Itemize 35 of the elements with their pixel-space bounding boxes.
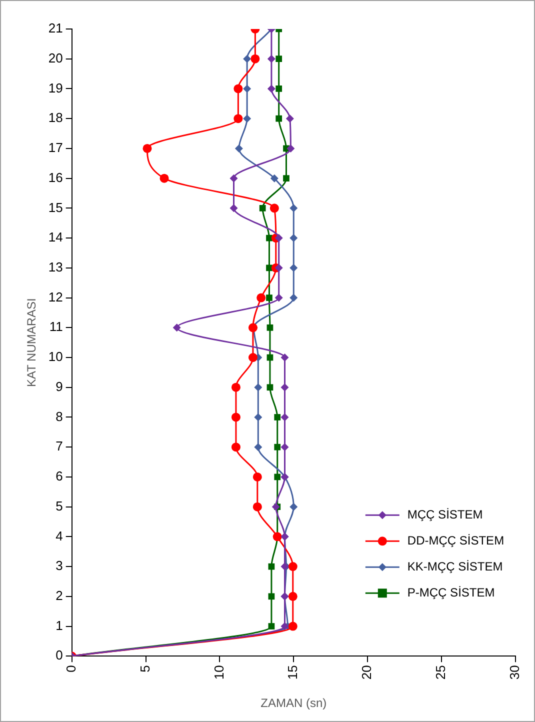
x-tick-label: 25: [433, 665, 448, 680]
y-tick-label: 12: [48, 289, 63, 304]
y-tick-label: 20: [48, 50, 63, 66]
y-tick-label: 4: [56, 528, 63, 544]
y-tick-label: 14: [48, 230, 63, 245]
y-tick-label: 19: [48, 80, 63, 96]
x-tick-label: 20: [359, 665, 374, 680]
legend-label: P-MÇÇ SİSTEM: [407, 585, 495, 600]
y-tick-label: 5: [56, 498, 63, 514]
y-tick-label: 0: [56, 648, 63, 663]
x-tick-label: 10: [211, 665, 226, 680]
x-tick-label: 30: [506, 665, 522, 680]
y-tick-label: 3: [56, 558, 63, 574]
y-tick-label: 7: [56, 438, 63, 454]
y-tick-label: 2: [56, 588, 63, 603]
x-axis-title: ZAMAN (sn): [260, 696, 327, 710]
y-axis-title: KAT NUMARASI: [24, 298, 39, 388]
legend-label: DD-MÇÇ SİSTEM: [407, 533, 504, 548]
legend-label: KK-MÇÇ SİSTEM: [407, 559, 503, 574]
y-tick-label: 18: [48, 110, 63, 126]
y-tick-label: 16: [48, 170, 63, 185]
y-tick-label: 11: [49, 319, 63, 334]
y-tick-label: 17: [48, 140, 63, 156]
y-tick-label: 1: [56, 618, 63, 633]
legend-label: MÇÇ SİSTEM: [407, 507, 483, 522]
y-tick-label: 6: [56, 468, 63, 484]
y-tick-label: 8: [56, 408, 63, 424]
y-tick-label: 13: [48, 259, 63, 274]
y-tick-label: 9: [56, 378, 63, 394]
y-tick-label: 10: [48, 349, 63, 364]
x-tick-label: 5: [137, 665, 152, 672]
x-tick-label: 0: [63, 665, 78, 672]
y-tick-label: 21: [48, 20, 63, 36]
x-tick-label: 15: [285, 665, 300, 680]
y-tick-label: 15: [48, 200, 63, 215]
